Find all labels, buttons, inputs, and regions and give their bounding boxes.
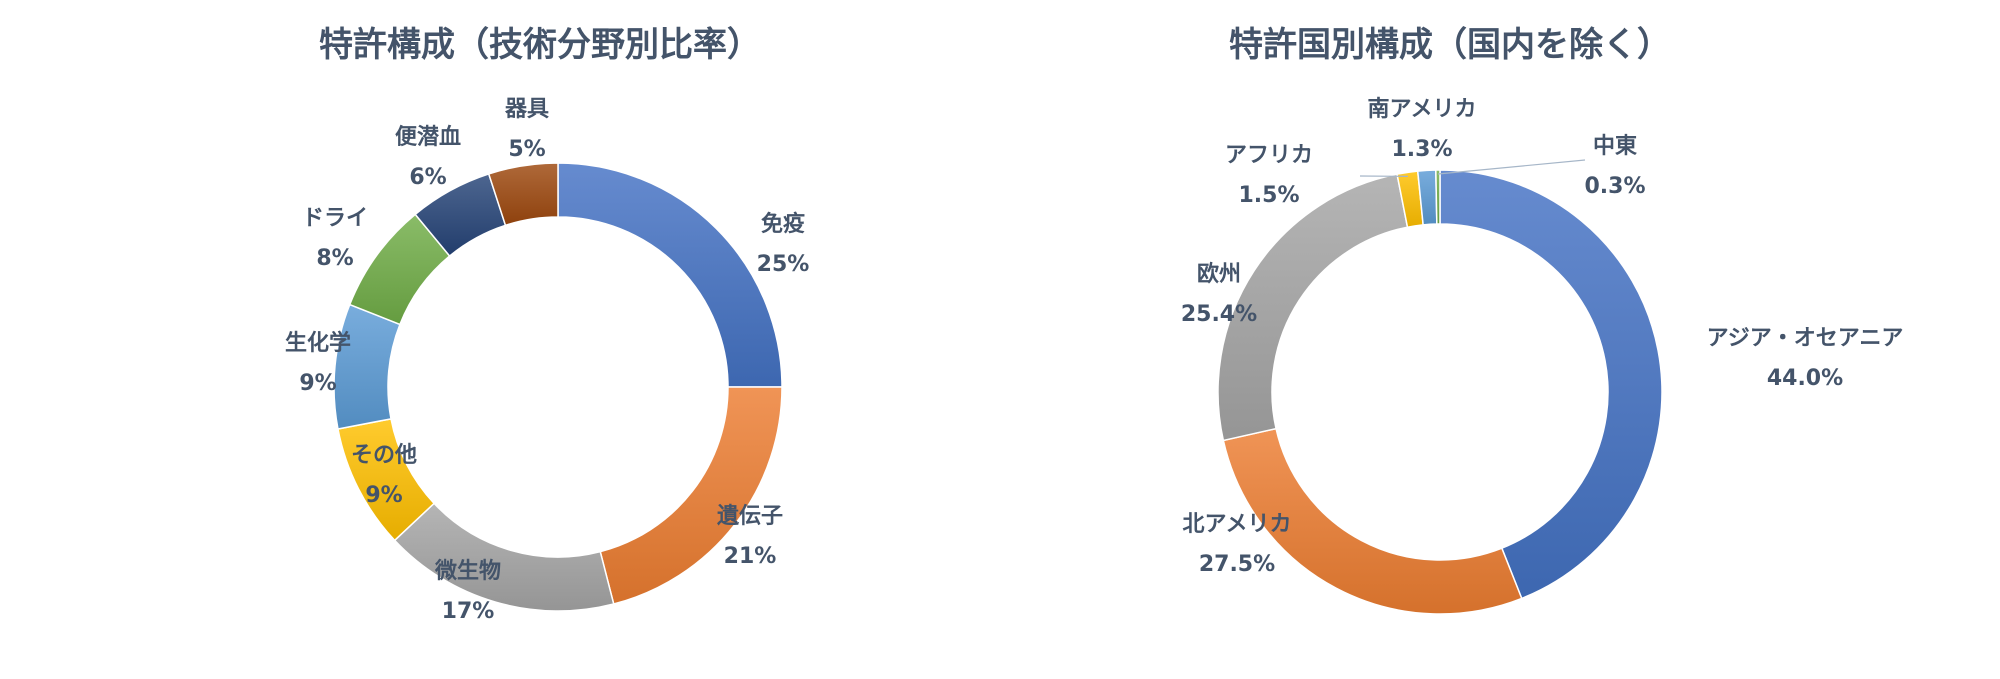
slice-category-label: 生化学: [285, 330, 351, 356]
slice-value-label: 8%: [316, 246, 353, 271]
donut-chart-country: 特許国別構成（国内を除く） アジア・オセアニア 44.0% 北アメリカ 27.5% 欧州…: [1181, 25, 1904, 615]
slice-value-label: 17%: [442, 599, 495, 624]
slice-value-label: 44.0%: [1767, 366, 1843, 391]
slice-category-label: 便潜血: [395, 124, 461, 150]
slice-value-label: 25.4%: [1181, 302, 1257, 327]
chart-title: 特許構成（技術分野別比率）: [319, 25, 761, 65]
slice-category-label: その他: [351, 443, 417, 468]
slice-value-label: 21%: [724, 544, 777, 569]
donut-slice: [487, 162, 559, 227]
donut-slice: [333, 303, 401, 430]
donut-slice: [557, 162, 783, 388]
donut-slice: [1435, 169, 1441, 225]
donut-slice: [1439, 169, 1663, 600]
donut-slice: [599, 386, 783, 605]
slice-category-label: 器具: [504, 97, 549, 122]
slice-value-label: 9%: [365, 483, 402, 508]
slice-category-label: アフリカ: [1225, 143, 1313, 168]
slice-value-label: 5%: [508, 137, 545, 162]
donut-slice: [393, 502, 615, 612]
donut-chart-technology: 特許構成（技術分野別比率） 免疫 25% 遺伝子 21% 微生物 17% その他 9% 生化学 9…: [285, 25, 809, 624]
slice-category-label: 免疫: [761, 211, 805, 237]
slice-category-label: 遺伝子: [717, 504, 783, 529]
slice-category-label: 北アメリカ: [1183, 512, 1292, 537]
slice-value-label: 6%: [409, 165, 446, 190]
slice-category-label: ドライ: [302, 206, 368, 231]
slice-category-label: アジア・オセアニア: [1707, 326, 1904, 351]
slice-value-label: 25%: [757, 252, 810, 277]
slice-category-label: 南アメリカ: [1368, 97, 1477, 122]
chart-title: 特許国別構成（国内を除く）: [1229, 25, 1671, 65]
leader-line: [1437, 159, 1586, 175]
slice-value-label: 9%: [299, 371, 336, 396]
slice-category-label: 微生物: [434, 558, 501, 584]
slice-category-label: 欧州: [1197, 261, 1241, 287]
slice-value-label: 27.5%: [1199, 552, 1275, 577]
slice-value-label: 1.3%: [1391, 137, 1452, 162]
slice-value-label: 1.5%: [1238, 183, 1299, 208]
slice-value-label: 0.3%: [1584, 174, 1645, 199]
slice-category-label: 中東: [1593, 134, 1637, 159]
